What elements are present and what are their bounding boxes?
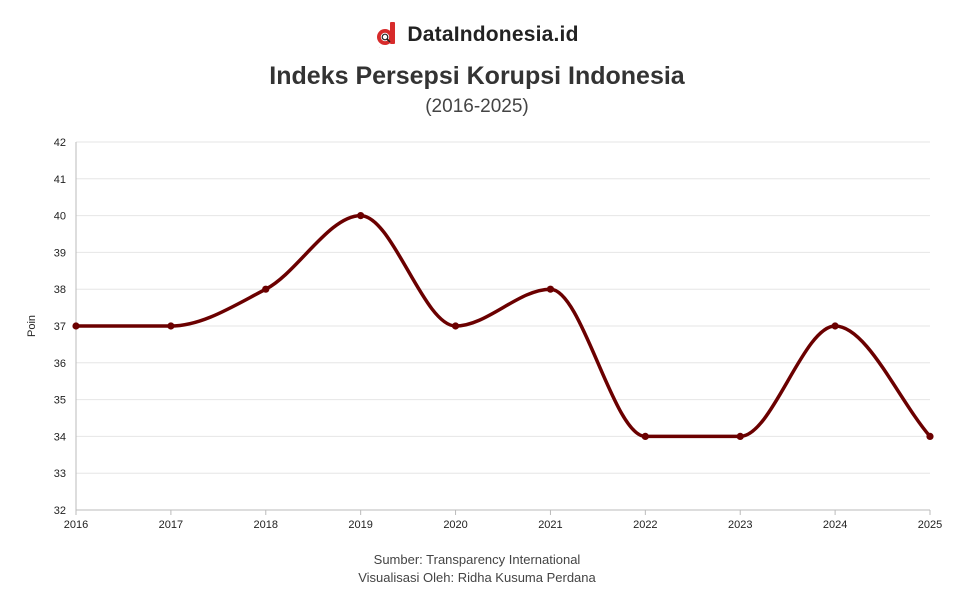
y-tick-label: 40 <box>54 211 66 223</box>
brand-header: d DataIndonesia.id <box>0 20 954 50</box>
y-tick-label: 37 <box>54 321 66 333</box>
x-tick-label: 2024 <box>823 519 847 531</box>
x-tick-label: 2016 <box>64 519 88 531</box>
y-tick-label: 34 <box>54 431 66 443</box>
source-note: Sumber: Transparency International <box>373 552 581 567</box>
data-point-2022 <box>641 432 649 440</box>
x-tick-label: 2019 <box>348 519 372 531</box>
data-point-2019 <box>357 212 365 220</box>
x-tick-label: 2018 <box>254 519 278 531</box>
y-tick-label: 33 <box>54 468 66 480</box>
credit-note: Visualisasi Oleh: Ridha Kusuma Perdana <box>358 570 596 585</box>
brand-name: DataIndonesia.id <box>407 23 579 46</box>
x-tick-label: 2021 <box>538 519 562 531</box>
y-tick-label: 41 <box>54 174 66 186</box>
data-point-2024 <box>831 322 839 330</box>
x-tick-label: 2023 <box>728 519 752 531</box>
x-tick-label: 2017 <box>159 519 183 531</box>
data-point-2023 <box>736 432 744 440</box>
data-point-2020 <box>451 322 460 330</box>
x-tick-label: 2022 <box>633 519 657 531</box>
chart-footer: Sumber: Transparency International Visua… <box>0 551 954 587</box>
dataindonesia-logo-icon: d <box>377 22 396 48</box>
series-line <box>74 213 932 439</box>
y-axis-title: Poin <box>26 315 38 337</box>
data-point-2025 <box>926 432 934 440</box>
data-point-2016 <box>72 322 80 330</box>
data-point-2018 <box>262 285 270 293</box>
chart-title: Indeks Persepsi Korupsi Indonesia <box>269 62 685 90</box>
logo-letter: d <box>379 47 380 48</box>
axes <box>75 142 931 515</box>
y-tick-label: 39 <box>54 247 66 259</box>
data-point-2017 <box>167 322 175 330</box>
y-tick-label: 42 <box>54 137 66 149</box>
y-tick-label: 38 <box>54 284 66 296</box>
chart-subtitle: (2016-2025) <box>425 96 529 117</box>
data-point-2021 <box>546 285 555 293</box>
y-tick-label: 35 <box>54 395 66 407</box>
tick-labels: 32 33 34 35 36 37 38 39 40 41 42 2016 2017 2018 2019 20… <box>26 137 942 531</box>
y-tick-label: 32 <box>54 505 66 517</box>
y-tick-label: 36 <box>54 358 66 370</box>
series-layer <box>72 212 934 440</box>
x-tick-label: 2025 <box>918 519 942 531</box>
x-tick-label: 2020 <box>443 519 467 531</box>
gridlines <box>76 141 930 511</box>
